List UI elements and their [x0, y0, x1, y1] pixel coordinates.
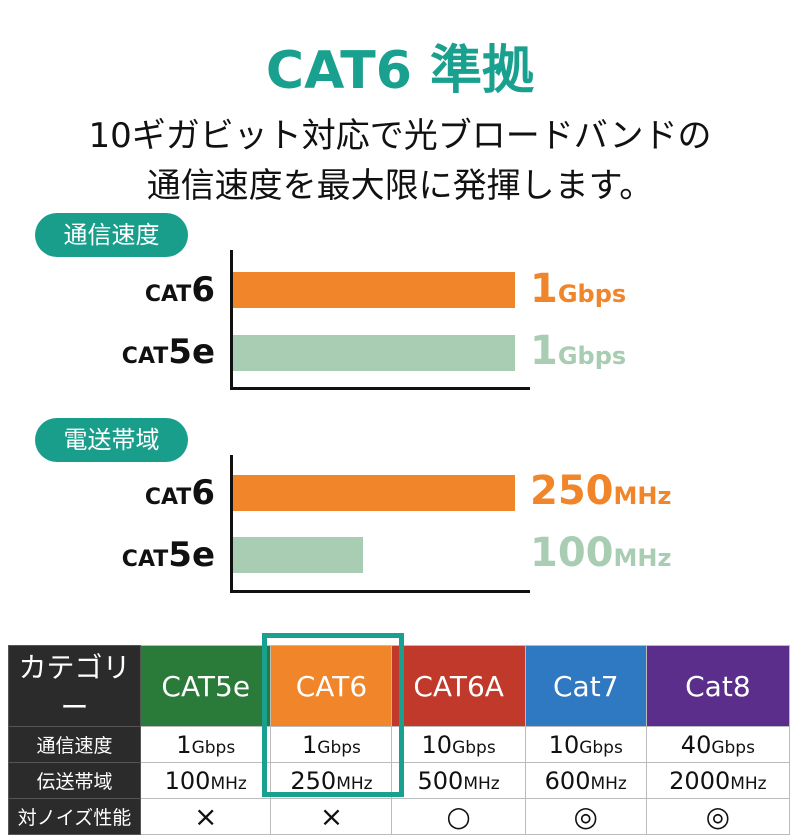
cell-noise: ×: [139, 798, 272, 835]
cell-band: 600MHz: [524, 762, 647, 799]
table-row-category: カテゴリー CAT5e CAT6 CAT6A Cat7 Cat8: [8, 645, 791, 727]
col-header-cat8: Cat8: [645, 645, 791, 727]
cell-speed: 10Gbps: [524, 726, 647, 763]
col-header-cat5e: CAT5e: [139, 645, 272, 727]
chart-title-speed: 通信速度: [35, 213, 188, 257]
label-cat6-speed: CAT6: [144, 270, 215, 310]
cell-band: 500MHz: [391, 762, 526, 799]
row-header: 通信速度: [8, 726, 141, 763]
label-cat6-band: CAT6: [144, 473, 215, 513]
cell-speed: 10Gbps: [391, 726, 526, 763]
bar-cat5e-speed: [233, 335, 515, 371]
chart-axis-speed: [230, 250, 530, 390]
cell-noise: ◎: [524, 798, 647, 835]
cell-speed: 1Gbps: [139, 726, 272, 763]
row-header: 対ノイズ性能: [8, 798, 141, 835]
highlight-frame-cat6: [262, 633, 404, 797]
chart-axis-band: [230, 455, 530, 593]
value-cat5e-speed: 1Gbps: [530, 328, 627, 374]
value-cat6-speed: 1Gbps: [530, 266, 627, 312]
label-cat5e-speed: CAT5e: [121, 332, 215, 372]
table-row-noise: 対ノイズ性能 × × ○ ◎ ◎: [8, 798, 791, 835]
bar-cat5e-band: [233, 537, 363, 573]
page-title: CAT6 準拠: [265, 41, 535, 101]
subtitle-line-1: 10ギガビット対応で光ブロードバンドの: [88, 116, 712, 156]
bar-cat6-band: [233, 475, 515, 511]
value-cat5e-band: 100MHz: [530, 530, 672, 576]
value-cat6-band: 250MHz: [530, 468, 672, 514]
cell-noise: ×: [270, 798, 393, 835]
row-header: 伝送帯域: [8, 762, 141, 799]
cell-band: 100MHz: [139, 762, 272, 799]
cell-noise: ○: [391, 798, 526, 835]
table-row-speed: 通信速度 1Gbps 1Gbps 10Gbps 10Gbps 40Gbps: [8, 726, 791, 763]
col-header-cat6a: CAT6A: [391, 645, 526, 727]
chart-title-band: 電送帯域: [35, 418, 188, 462]
col-header-cat7: Cat7: [524, 645, 647, 727]
cell-noise: ◎: [645, 798, 791, 835]
cell-speed: 40Gbps: [645, 726, 791, 763]
bar-cat6-speed: [233, 272, 515, 308]
cell-band: 2000MHz: [645, 762, 791, 799]
label-cat5e-band: CAT5e: [121, 535, 215, 575]
subtitle-line-2: 通信速度を最大限に発揮します。: [146, 166, 654, 206]
row-header: カテゴリー: [8, 645, 141, 727]
